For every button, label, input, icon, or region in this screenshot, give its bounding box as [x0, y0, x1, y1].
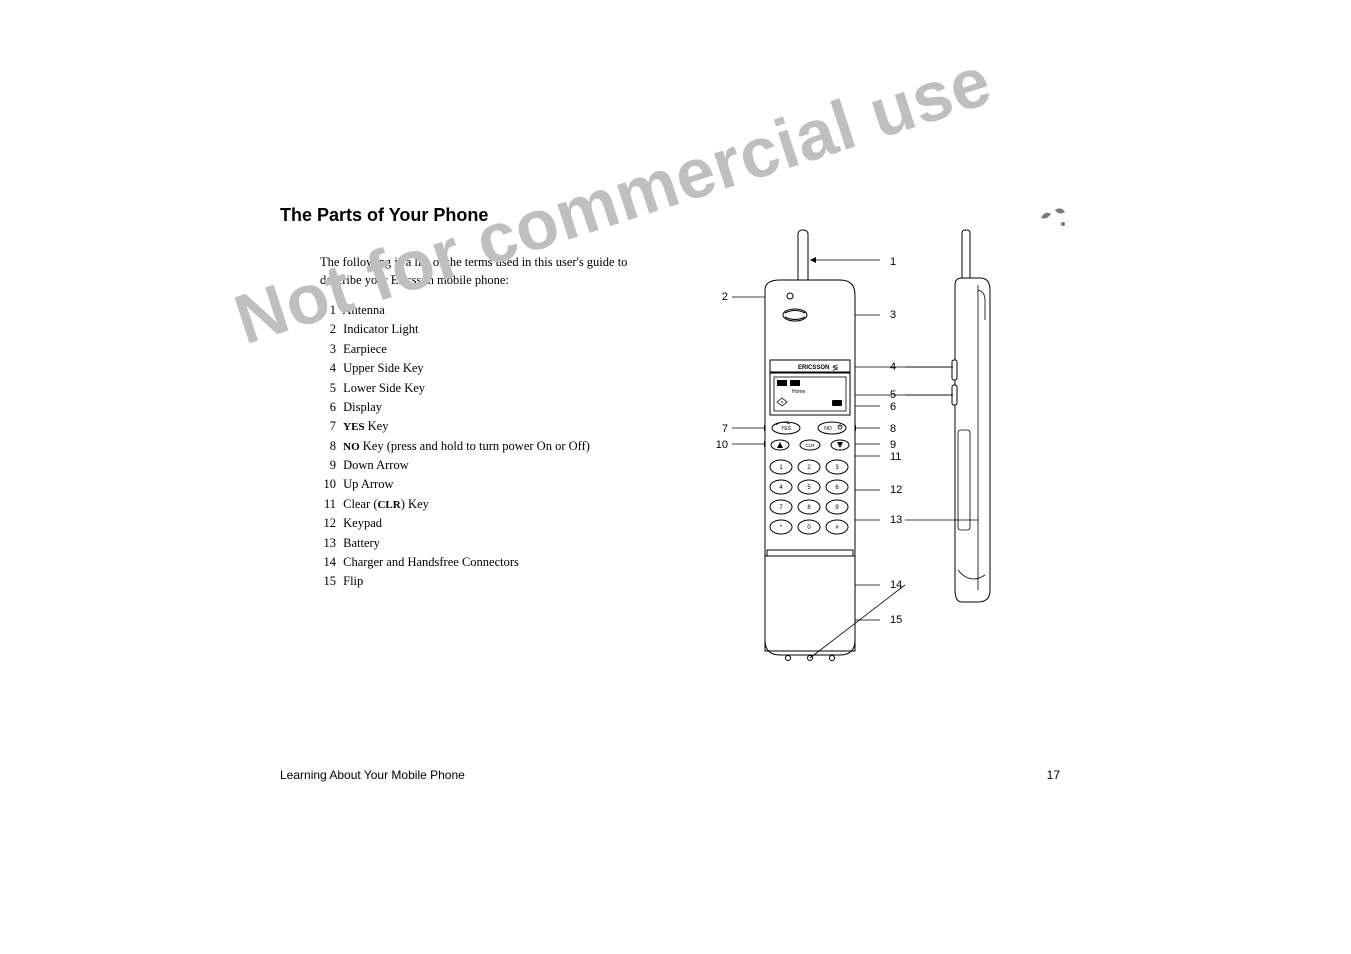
- parts-list-item: 14 Charger and Handsfree Connectors: [320, 553, 650, 572]
- parts-list-item: 2 Indicator Light: [320, 320, 650, 339]
- phone-front: ERICSSON ≶ Home YES NO CLR: [765, 230, 855, 661]
- parts-list-item: 13 Battery: [320, 534, 650, 553]
- svg-text:≶: ≶: [832, 363, 839, 372]
- phone-side: [952, 230, 990, 602]
- parts-list: 1 Antenna2 Indicator Light3 Earpiece4 Up…: [320, 301, 650, 592]
- parts-list-item: 8 NO Key (press and hold to turn power O…: [320, 437, 650, 456]
- callout-7: 7: [722, 423, 728, 435]
- callout-9: 9: [890, 439, 896, 451]
- parts-list-item: 12 Keypad: [320, 514, 650, 533]
- parts-list-item: 11 Clear (CLR) Key: [320, 495, 650, 514]
- callout-3: 3: [890, 309, 896, 321]
- parts-list-item: 1 Antenna: [320, 301, 650, 320]
- callout-2: 2: [722, 291, 728, 303]
- parts-list-item: 10 Up Arrow: [320, 475, 650, 494]
- text-column: The following is a list of the terms use…: [280, 254, 650, 592]
- callout-14: 14: [890, 579, 902, 591]
- callout-12: 12: [890, 484, 902, 496]
- footer-section-title: Learning About Your Mobile Phone: [280, 768, 465, 782]
- phone-diagram: 1 3 4 5 6 8 9 11 12 13 14 15 2 7 10: [710, 210, 1070, 710]
- intro-paragraph: The following is a list of the terms use…: [320, 254, 650, 289]
- callout-6: 6: [890, 401, 896, 413]
- brand-label: ERICSSON: [798, 365, 829, 371]
- callout-1: 1: [890, 256, 896, 268]
- no-key: NO: [824, 426, 832, 432]
- callout-8: 8: [890, 423, 896, 435]
- callout-15: 15: [890, 614, 902, 626]
- parts-list-item: 4 Upper Side Key: [320, 359, 650, 378]
- page-footer: Learning About Your Mobile Phone 17: [280, 768, 1060, 782]
- svg-text:Home: Home: [792, 389, 806, 395]
- callout-13: 13: [890, 514, 902, 526]
- parts-list-item: 3 Earpiece: [320, 340, 650, 359]
- yes-key: YES: [781, 426, 792, 432]
- parts-list-item: 9 Down Arrow: [320, 456, 650, 475]
- parts-list-item: 5 Lower Side Key: [320, 379, 650, 398]
- parts-list-item: 7 YES Key: [320, 417, 650, 436]
- clr-key: CLR: [805, 443, 815, 448]
- parts-list-item: 15 Flip: [320, 572, 650, 591]
- callout-11: 11: [890, 451, 901, 463]
- footer-page-number: 17: [1047, 768, 1060, 782]
- parts-list-item: 6 Display: [320, 398, 650, 417]
- callout-10: 10: [716, 439, 728, 451]
